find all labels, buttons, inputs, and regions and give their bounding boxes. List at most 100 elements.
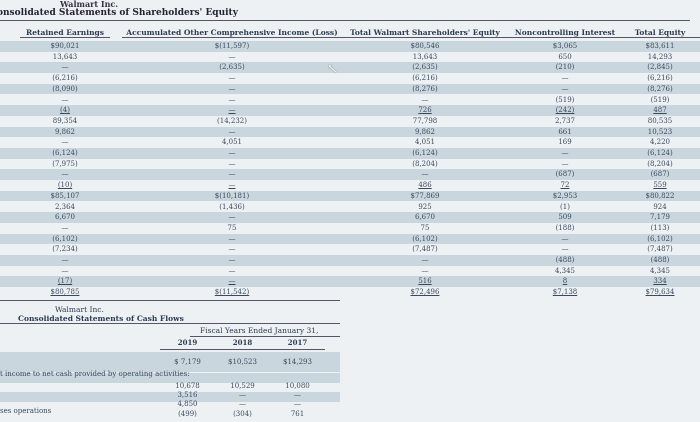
table-cell: — (61, 170, 69, 179)
table-cell: — (228, 106, 236, 115)
column-header: Accumulated Other Comprehensive Income (… (122, 28, 342, 38)
table-cell: — (561, 245, 569, 254)
row-stripe (0, 105, 700, 116)
cf-period-rule (190, 336, 340, 337)
table-cell: — (294, 391, 301, 399)
table-cell: 559 (653, 181, 667, 190)
table-cell: 650 (558, 52, 572, 61)
table-cell: — (228, 245, 236, 254)
table-cell: — (228, 52, 236, 61)
row-stripe (0, 352, 340, 372)
table-cell: $2,953 (552, 191, 578, 200)
table-cell: 516 (418, 277, 432, 286)
table-cell: 487 (653, 106, 667, 115)
table-cell: 72 (560, 181, 570, 190)
table-cell: 75 (227, 223, 237, 232)
table-cell: 4,345 (649, 266, 671, 275)
table-cell: 14,293 (647, 52, 673, 61)
table-cell: 924 (653, 202, 667, 211)
table-cell: (2,845) (647, 63, 673, 72)
table-cell: 80,535 (647, 116, 673, 125)
table-cell: — (421, 266, 429, 275)
table-cell: — (561, 84, 569, 93)
table-cell: $79,634 (645, 288, 675, 297)
column-header: Total Equity (615, 28, 700, 38)
row-stripe (0, 255, 700, 266)
table-cell: — (421, 256, 429, 264)
row-stripe (0, 212, 700, 223)
table-cell: $80,785 (50, 288, 80, 297)
table-cell: (8,276) (647, 84, 673, 93)
table-cell: — (421, 170, 429, 179)
cf-company: Walmart Inc. (55, 305, 104, 314)
row-label: t income to net cash provided by operati… (0, 370, 190, 378)
table-cell: — (561, 159, 569, 168)
table-cell: $80,822 (645, 191, 675, 200)
table-cell: (6,216) (647, 74, 673, 83)
table-cell: 486 (418, 181, 432, 190)
table-cell: 509 (558, 213, 572, 222)
table-cell: (210) (555, 63, 575, 72)
table-cell: 89,354 (52, 116, 78, 125)
cf-rule (0, 323, 340, 324)
table-cell: $(11,542) (214, 288, 250, 297)
table-cell: (488) (650, 256, 670, 264)
table-cell: 169 (558, 138, 572, 147)
table-cell: (499) (178, 410, 197, 418)
table-cell: — (561, 149, 569, 157)
table-cell: 4,345 (554, 266, 576, 275)
column-header: Noncontrolling Interest (505, 28, 625, 38)
table-cell: 10,529 (230, 382, 255, 390)
table-cell: (7,234) (52, 245, 78, 254)
table-cell: (7,975) (52, 159, 78, 168)
table-cell: (8,090) (52, 84, 78, 93)
title-rule (0, 20, 690, 21)
table-cell: — (228, 84, 236, 93)
table-cell: — (61, 138, 69, 147)
table-cell: 661 (558, 127, 572, 136)
table-cell: 6,670 (414, 213, 436, 222)
table-cell: (8,204) (412, 159, 438, 168)
table-cell: (2,635) (412, 63, 438, 72)
year-header: 2018 (215, 338, 270, 350)
table-cell: (6,216) (52, 74, 78, 83)
row-stripe (0, 169, 700, 181)
table-cell: (7,487) (647, 245, 673, 254)
table-cell: — (228, 256, 236, 264)
cf-period-header: Fiscal Years Ended January 31, (200, 326, 319, 335)
row-stripe (0, 373, 340, 383)
table-cell: 726 (418, 106, 432, 115)
table-cell: (17) (57, 277, 73, 286)
table-cell: (519) (555, 95, 575, 104)
equity-title: onsolidated Statements of Shareholders' … (0, 8, 238, 18)
table-cell: (488) (555, 256, 575, 264)
table-cell: — (421, 95, 429, 104)
table-cell: (6,124) (412, 149, 438, 157)
table-cell: $85,107 (50, 191, 80, 200)
column-header: Retained Earnings (20, 28, 110, 38)
divider (0, 300, 340, 301)
table-cell: 925 (418, 202, 432, 211)
table-cell: — (228, 170, 236, 179)
column-header: Total Walmart Shareholders' Equity (340, 28, 510, 38)
row-stripe (0, 392, 340, 402)
row-stripe (0, 148, 700, 159)
table-cell: $(11,597) (214, 42, 250, 50)
table-cell: (6,124) (52, 149, 78, 157)
row-stripe (0, 83, 700, 95)
table-cell: (6,102) (52, 234, 78, 243)
table-cell: 8 (562, 277, 568, 286)
table-cell: — (228, 95, 236, 104)
table-cell: 10,678 (175, 382, 200, 390)
mouse-cursor-icon: ↖ (327, 62, 338, 77)
table-cell: (687) (555, 170, 575, 179)
table-cell: $72,496 (410, 288, 440, 297)
table-cell: — (61, 63, 69, 72)
table-cell: 4,850 (177, 400, 198, 408)
table-cell: $80,546 (410, 42, 440, 50)
cf-title: Consolidated Statements of Cash Flows (18, 314, 184, 323)
table-cell: — (228, 213, 236, 222)
table-cell: 10,080 (285, 382, 310, 390)
table-cell: (8,204) (647, 159, 673, 168)
table-cell: (6,102) (647, 234, 673, 243)
